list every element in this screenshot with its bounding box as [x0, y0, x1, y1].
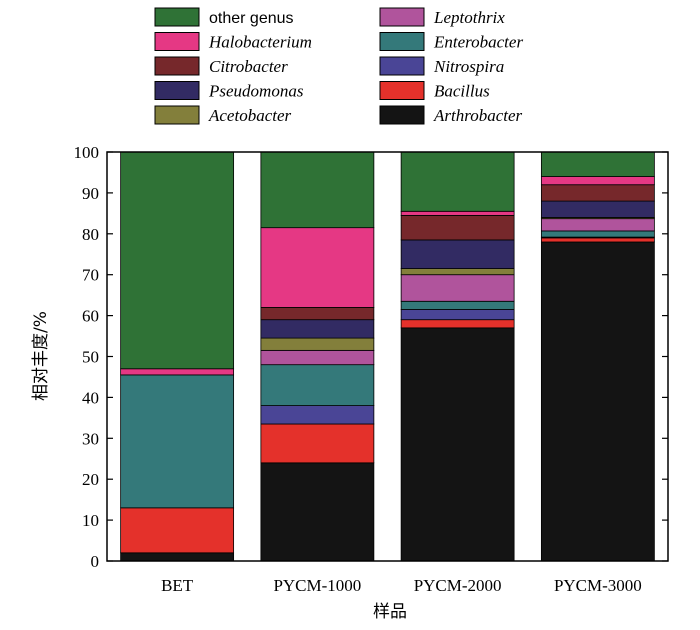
bar-segment-pycm-3000-other-genus [540, 151, 655, 177]
bar-segment-pycm-2000-nitrospira [400, 309, 515, 321]
bar-segment-bet-bacillus [120, 507, 235, 554]
bars [120, 151, 655, 562]
bar-segment-pycm-1000-arthrobacter [260, 462, 375, 562]
legend-label-halobacterium: Halobacterium [208, 33, 312, 52]
legend-swatch-other-genus [154, 7, 200, 27]
legend-swatch-halobacterium [154, 32, 200, 51]
legend-swatch-enterobacter [379, 32, 425, 51]
y-axis-title: 相对丰度/% [31, 311, 51, 401]
bar-segment-pycm-1000-enterobacter [260, 364, 375, 406]
y-tick-label: 20 [82, 470, 99, 489]
legend-label-leptothrix: Leptothrix [433, 8, 505, 27]
y-tick-label: 60 [82, 307, 99, 326]
bar-segment-pycm-1000-citrobacter [260, 307, 375, 321]
bar-segment-pycm-2000-arthrobacter [400, 327, 515, 562]
y-tick-label: 40 [82, 388, 99, 407]
y-tick-label: 30 [82, 429, 99, 448]
bar-segment-bet-arthrobacter [120, 552, 235, 562]
bar-segment-pycm-3000-halobacterium [540, 176, 655, 186]
bar-segment-pycm-3000-leptothrix [540, 218, 655, 232]
y-tick-label: 80 [82, 225, 99, 244]
bar-segment-bet-halobacterium [120, 368, 235, 376]
x-tick-label: BET [161, 576, 194, 595]
legend-label-enterobacter: Enterobacter [433, 33, 523, 52]
axes: BET PYCM-1000 PYCM-2000 PYCM-3000 0 10 20 30 40 5… [74, 143, 669, 595]
x-tick-label: PYCM-3000 [554, 576, 642, 595]
bar-segment-pycm-2000-halobacterium [400, 210, 515, 216]
bar-segment-pycm-1000-bacillus [260, 423, 375, 464]
y-tick-label: 50 [82, 348, 99, 367]
legend-swatch-nitrospira [379, 56, 425, 76]
y-tick-label: 100 [74, 143, 100, 162]
legend-swatch-citrobacter [154, 56, 200, 76]
legend-swatch-arthrobacter [379, 105, 425, 125]
bar-segment-pycm-1000-acetobacter [260, 337, 375, 351]
bar-segment-pycm-3000-citrobacter [540, 184, 655, 202]
bar-segment-pycm-3000-bacillus [540, 237, 655, 243]
bar-segment-pycm-1000-other-genus [260, 151, 375, 229]
x-tick-label: PYCM-1000 [273, 576, 361, 595]
y-tick-label: 90 [82, 184, 99, 203]
legend-label-nitrospira: Nitrospira [433, 57, 504, 76]
legend-swatch-bacillus [379, 81, 425, 100]
bar-segment-pycm-1000-nitrospira [260, 405, 375, 425]
bar-segment-bet-enterobacter [120, 374, 235, 509]
legend-label-other-genus: other genus [209, 10, 294, 27]
bar-segment-pycm-3000-arthrobacter [540, 241, 655, 562]
bar-segment-pycm-1000-halobacterium [260, 227, 375, 308]
legend: other genus Leptothrix Halobacterium Entero… [154, 7, 523, 125]
x-tick-label: PYCM-2000 [414, 576, 502, 595]
bar-segment-pycm-2000-citrobacter [400, 214, 515, 241]
bar-segment-pycm-2000-other-genus [400, 151, 515, 212]
legend-swatch-acetobacter [154, 105, 200, 125]
bar-segment-pycm-2000-leptothrix [400, 274, 515, 302]
legend-label-citrobacter: Citrobacter [209, 57, 288, 76]
bar-segment-pycm-1000-leptothrix [260, 349, 375, 366]
x-axis-title: 样品 [373, 602, 407, 622]
y-tick-label: 70 [82, 266, 99, 285]
legend-swatch-pseudomonas [154, 81, 200, 100]
bar-segment-pycm-2000-pseudomonas [400, 239, 515, 269]
y-tick-label: 0 [91, 552, 100, 571]
y-tick-label: 10 [82, 511, 99, 530]
bar-segment-pycm-3000-enterobacter [540, 230, 655, 238]
legend-label-bacillus: Bacillus [434, 82, 490, 101]
bar-segment-pycm-2000-acetobacter [400, 268, 515, 276]
legend-label-acetobacter: Acetobacter [208, 106, 292, 125]
bar-segment-pycm-2000-bacillus [400, 319, 515, 329]
legend-label-arthrobacter: Arthrobacter [433, 106, 523, 125]
bar-segment-pycm-3000-pseudomonas [540, 200, 655, 218]
bar-segment-bet-other-genus [120, 151, 235, 370]
legend-label-pseudomonas: Pseudomonas [208, 82, 304, 101]
legend-swatch-leptothrix [379, 7, 425, 27]
bar-segment-pycm-1000-pseudomonas [260, 319, 375, 339]
bar-segment-pycm-2000-enterobacter [400, 300, 515, 310]
